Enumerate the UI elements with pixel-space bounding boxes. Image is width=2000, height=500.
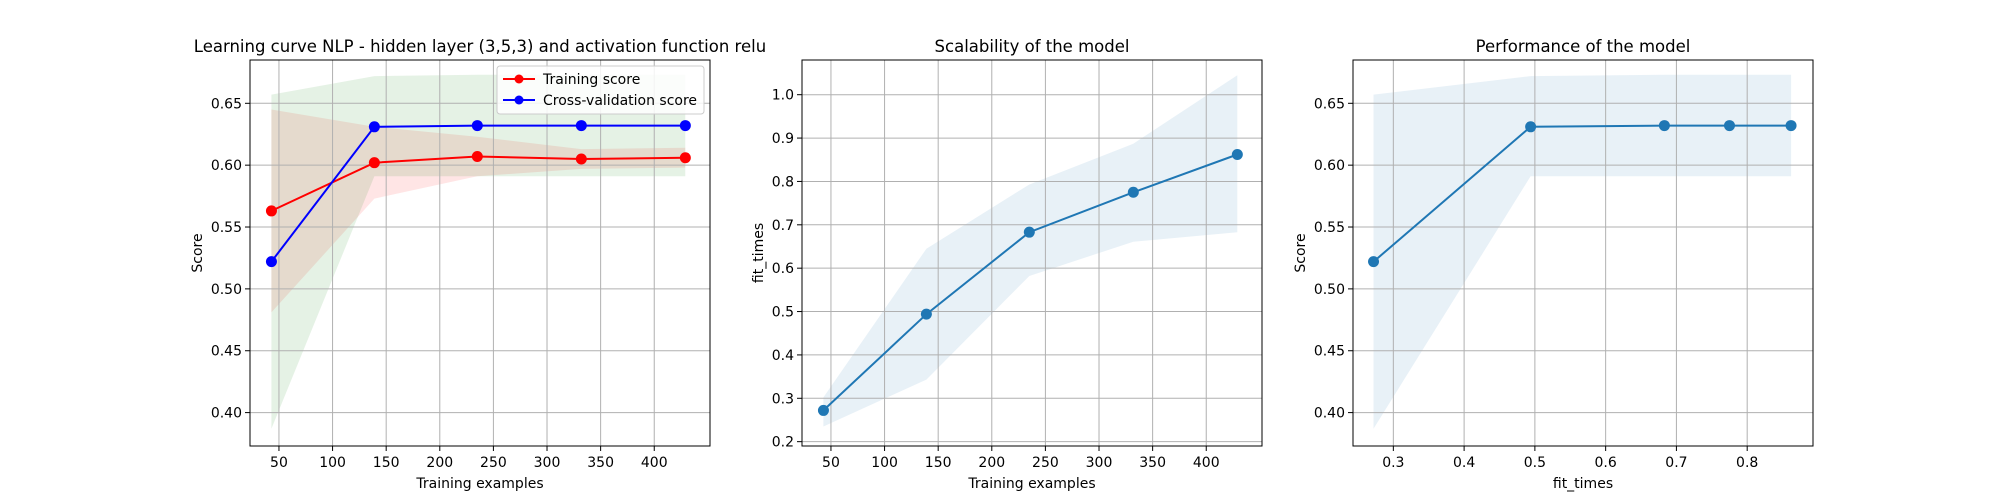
scalability-xtick-label: 300 <box>1086 455 1113 471</box>
performance-ytick-label: 0.50 <box>1314 282 1345 298</box>
scalability-xtick-label: 250 <box>1032 455 1059 471</box>
learning-curve-xtick-label: 400 <box>641 455 668 471</box>
learning-curve-ticks: 50 100 150 200 250 300 350 400 0.40 0.45 0.50 0.55 0… <box>211 96 668 471</box>
subplot-performance: 0.3 0.4 0.5 0.6 0.7 0.8 0.40 0.45 0.50 0.55 0.60 0.… <box>1293 37 1814 492</box>
learning-curve-point-cross-validation-score <box>471 120 483 132</box>
scalability-ytick-label: 0.5 <box>772 305 794 321</box>
learning-curve-point-training-score <box>575 153 587 165</box>
learning-curve-xtick-label: 350 <box>587 455 614 471</box>
performance-ytick-label: 0.45 <box>1314 344 1345 360</box>
learning-curve-point-cross-validation-score <box>368 121 380 133</box>
scalability-axes-frame <box>801 59 1263 447</box>
learning-curve-point-training-score <box>368 157 380 169</box>
legend-marker-cross-validation-score <box>514 95 524 105</box>
scalability-xtick-label: 350 <box>1139 455 1166 471</box>
learning-curve-point-cross-validation-score <box>679 120 691 132</box>
performance-bands <box>1373 74 1792 429</box>
performance-series <box>1368 120 1797 268</box>
performance-xtick-label: 0.8 <box>1736 455 1758 471</box>
learning-curve-ytick-label: 0.65 <box>211 96 242 112</box>
scalability-series <box>817 149 1243 416</box>
scalability-ytick-label: 0.7 <box>772 218 794 234</box>
learning-curve-xlabel: Training examples <box>415 476 543 492</box>
learning-curve-point-training-score <box>265 205 277 217</box>
learning-curve-title: Learning curve NLP - hidden layer (3,5,3… <box>194 37 766 56</box>
performance-ytick-label: 0.65 <box>1314 96 1345 112</box>
performance-ticks: 0.3 0.4 0.5 0.6 0.7 0.8 0.40 0.45 0.50 0.55 0.60 0.… <box>1314 96 1758 471</box>
learning-curve-xtick-label: 300 <box>534 455 561 471</box>
scalability-xtick-label: 100 <box>871 455 898 471</box>
learning-curve-point-training-score <box>471 151 483 162</box>
scalability-band-series <box>823 75 1238 427</box>
scalability-xtick-label: 400 <box>1193 455 1220 471</box>
performance-point-series <box>1723 120 1735 132</box>
learning-curve-point-cross-validation-score <box>265 256 277 268</box>
learning-curve-gridlines <box>250 60 710 446</box>
legend-label-cross-validation-score: Cross-validation score <box>543 93 697 109</box>
scalability-ytick-label: 0.9 <box>772 131 794 147</box>
learning-curve-ytick-label: 0.55 <box>211 220 242 236</box>
performance-point-series <box>1785 120 1797 132</box>
performance-title: Performance of the model <box>1476 37 1691 56</box>
learning-curve-point-cross-validation-score <box>575 120 587 132</box>
learning-curve-ylabel: Score <box>190 233 206 272</box>
learning-curve-xtick-label: 50 <box>270 455 288 471</box>
scalability-xtick-label: 50 <box>822 455 840 471</box>
performance-xtick-label: 0.4 <box>1453 455 1475 471</box>
scalability-xtick-label: 200 <box>978 455 1005 471</box>
scalability-point-series <box>920 308 932 320</box>
scalability-bands <box>823 75 1238 427</box>
scalability-ytick-label: 0.3 <box>772 391 794 407</box>
scalability-ticks: 50 100 150 200 250 300 350 400 0.2 0.3 0.4 0.5 0.6 0.… <box>772 88 1220 471</box>
performance-point-series <box>1525 121 1537 133</box>
scalability-point-series <box>817 404 829 416</box>
scalability-ytick-label: 0.8 <box>772 174 794 190</box>
performance-ylabel: Score <box>1293 233 1309 272</box>
scalability-ytick-label: 0.6 <box>772 261 794 277</box>
scalability-title: Scalability of the model <box>935 37 1130 56</box>
learning-curve-xtick-label: 200 <box>426 455 453 471</box>
scalability-xtick-label: 150 <box>925 455 952 471</box>
scalability-point-series <box>1231 149 1243 161</box>
legend-box <box>496 65 705 115</box>
performance-point-series <box>1368 256 1380 268</box>
performance-ytick-label: 0.60 <box>1314 158 1345 174</box>
performance-point-series <box>1658 120 1670 132</box>
scalability-xlabel: Training examples <box>967 476 1095 492</box>
scalability-ylabel: fit_times <box>751 223 767 283</box>
subplot-scalability: 50 100 150 200 250 300 350 400 0.2 0.3 0.4 0.5 0.6 0.… <box>751 37 1263 492</box>
performance-xlabel: fit_times <box>1553 476 1613 492</box>
performance-ytick-label: 0.55 <box>1314 220 1345 236</box>
performance-band-series <box>1373 74 1792 429</box>
scalability-ytick-label: 0.2 <box>772 435 794 451</box>
performance-xtick-label: 0.3 <box>1382 455 1404 471</box>
scalability-ytick-label: 1.0 <box>772 88 794 104</box>
performance-ytick-label: 0.40 <box>1314 406 1345 422</box>
learning-curve-xtick-label: 100 <box>319 455 346 471</box>
scalability-gridlines <box>802 60 1262 446</box>
learning-curve-ytick-label: 0.45 <box>211 344 242 360</box>
legend: Training score Cross-validation score <box>496 65 705 115</box>
legend-marker-training-score <box>514 74 524 84</box>
learning-curve-xtick-label: 250 <box>480 455 507 471</box>
learning-curve-ytick-label: 0.40 <box>211 406 242 422</box>
performance-xtick-label: 0.6 <box>1595 455 1617 471</box>
learning-curve-ytick-label: 0.50 <box>211 282 242 298</box>
legend-label-training-score: Training score <box>542 72 640 88</box>
learning-curve-ytick-label: 0.60 <box>211 158 242 174</box>
performance-xtick-label: 0.5 <box>1524 455 1546 471</box>
performance-axes-frame <box>1352 59 1814 447</box>
scalability-point-series <box>1127 186 1139 198</box>
performance-xtick-label: 0.7 <box>1665 455 1687 471</box>
learning-curve-series <box>265 120 691 268</box>
learning-curve-point-training-score <box>679 152 691 164</box>
learning-curve-xtick-label: 150 <box>373 455 400 471</box>
learning-curve-axes-frame <box>249 59 711 447</box>
scalability-point-series <box>1023 226 1035 238</box>
subplot-learning-curve: 50 100 150 200 250 300 350 400 0.40 0.45 0.50 0.55 0… <box>190 37 766 492</box>
scalability-ytick-label: 0.4 <box>772 348 794 364</box>
